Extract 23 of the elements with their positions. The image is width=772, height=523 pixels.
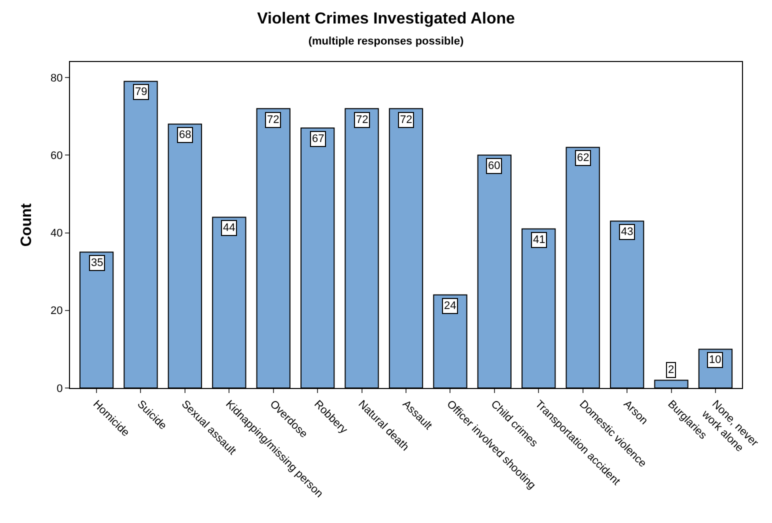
data-label: 72: [356, 114, 368, 126]
chart-title: Violent Crimes Investigated Alone: [257, 10, 516, 28]
data-label: 72: [400, 114, 412, 126]
y-tick-label: 40: [50, 228, 63, 240]
data-label: 24: [444, 300, 456, 312]
data-label: 35: [91, 257, 104, 269]
data-label: 44: [223, 222, 236, 234]
y-tick-label: 60: [50, 150, 63, 162]
data-label: 62: [577, 152, 590, 164]
chart-subtitle: (multiple responses possible): [308, 35, 464, 48]
data-label: 41: [533, 234, 546, 246]
y-tick-label: 20: [50, 305, 63, 318]
data-label: 68: [179, 129, 192, 141]
y-tick-label: 80: [50, 72, 63, 84]
data-label: 2: [668, 364, 674, 376]
y-axis-title: Count: [18, 203, 35, 247]
data-label: 60: [488, 160, 500, 172]
data-label: 72: [267, 114, 280, 126]
data-label: 43: [621, 226, 634, 238]
data-label: 79: [135, 86, 148, 98]
data-label: 10: [709, 354, 722, 366]
data-label: 67: [312, 133, 324, 145]
y-tick-label: 0: [56, 382, 63, 395]
